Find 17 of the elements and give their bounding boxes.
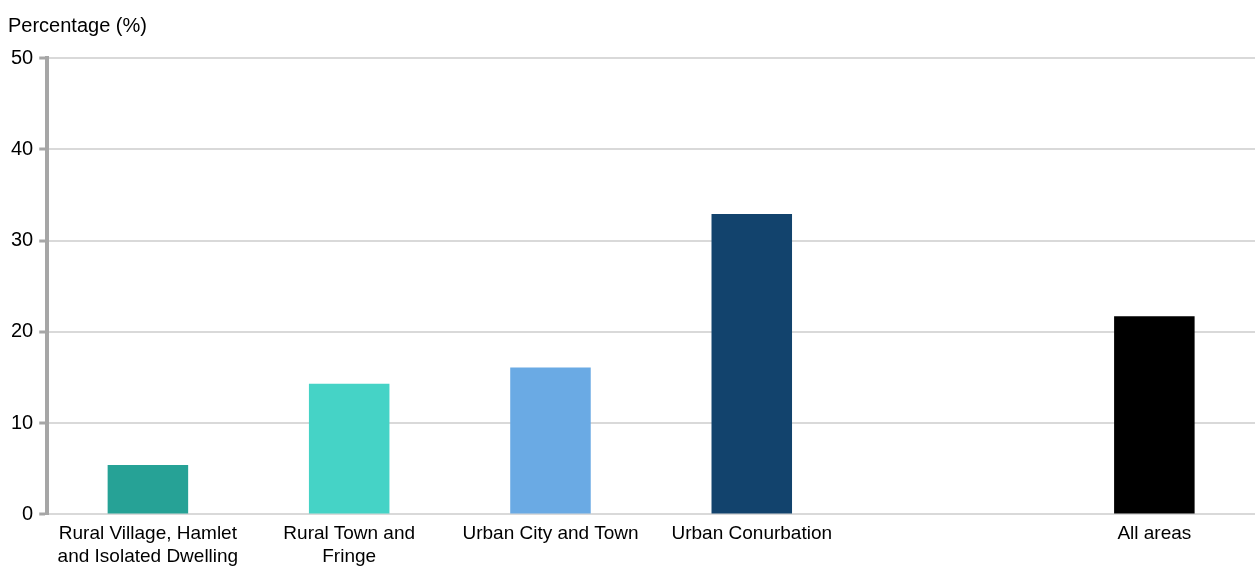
y-tick-label: 30 xyxy=(11,228,34,251)
x-tick-label: Urban City and Town xyxy=(462,522,639,544)
bar xyxy=(510,367,591,514)
y-tick-label: 10 xyxy=(11,410,34,433)
bar xyxy=(1114,316,1195,514)
x-tick-label: All areas xyxy=(1117,522,1192,544)
y-tick-label: 40 xyxy=(11,136,34,159)
x-tick-label: Rural Village, Hamlet and Isolated Dwelling xyxy=(57,522,239,566)
x-tick-label: Rural Town and Fringe xyxy=(283,522,416,566)
bar xyxy=(107,465,189,514)
x-tick-label: Urban Conurbation xyxy=(671,522,833,544)
bar xyxy=(711,214,793,514)
bar xyxy=(308,383,390,514)
y-tick-label: 0 xyxy=(22,501,34,524)
y-axis-title: Percentage (%) xyxy=(8,14,147,37)
y-tick-label: 20 xyxy=(11,319,34,342)
y-tick-label: 50 xyxy=(11,45,34,68)
